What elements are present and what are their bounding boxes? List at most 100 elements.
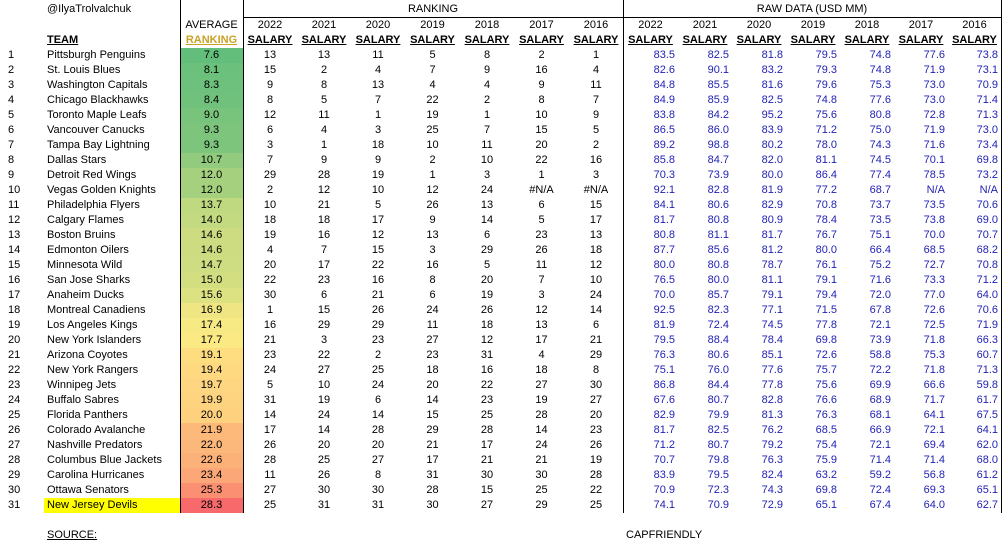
salary-value: 80.8	[707, 259, 729, 271]
row-number: 29	[8, 469, 21, 481]
salary-value: 71.3	[976, 364, 998, 376]
salary-value: 79.1	[815, 274, 837, 286]
salary-value: 84.7	[707, 154, 729, 166]
salary-value: 73.8	[923, 214, 945, 226]
ranking-value: 8	[538, 94, 545, 106]
year-header: 2017	[908, 19, 934, 31]
salary-header: SALARY	[410, 34, 455, 46]
ranking-value: 30	[371, 484, 385, 496]
ranking-value: 21	[371, 289, 385, 301]
salary-value: 70.7	[653, 454, 675, 466]
ranking-value: 26	[589, 439, 603, 451]
ranking-value: 23	[371, 334, 385, 346]
row-number: 27	[8, 439, 21, 451]
team-name: Montreal Canadiens	[47, 304, 146, 316]
salary-value: N/A	[979, 184, 998, 196]
average-ranking: 9.3	[180, 123, 243, 138]
ranking-value: 19	[263, 229, 277, 241]
ranking-value: 4	[538, 349, 545, 361]
average-ranking: 22.0	[180, 438, 243, 453]
ranking-value: 7	[429, 64, 436, 76]
salary-value: 56.8	[923, 469, 945, 481]
salary-value: 80.0	[653, 259, 675, 271]
ranking-value: 17	[317, 259, 331, 271]
team-name: Dallas Stars	[47, 154, 107, 166]
ranking-value: 14	[426, 394, 439, 406]
ranking-value: 18	[535, 364, 548, 376]
ranking-value: 25	[317, 454, 331, 466]
ranking-value: 4	[266, 244, 274, 256]
row-number: 30	[8, 484, 21, 496]
row-number: 21	[8, 349, 21, 361]
salary-value: 79.4	[815, 289, 837, 301]
average-ranking: 22.6	[180, 453, 243, 468]
salary-value: 76.3	[653, 349, 675, 361]
salary-value: 72.1	[869, 319, 891, 331]
average-ranking: 19.7	[180, 378, 243, 393]
salary-value: 81.2	[761, 244, 783, 256]
salary-value: 76.3	[815, 409, 837, 421]
salary-value: 82.4	[761, 469, 783, 481]
ranking-value: 22	[371, 259, 385, 271]
team-name: Anaheim Ducks	[47, 289, 125, 301]
salary-value: 81.1	[761, 274, 783, 286]
ranking-value: 6	[429, 289, 436, 301]
salary-value: 84.1	[653, 199, 675, 211]
ranking-value: 16	[589, 154, 603, 166]
salary-header: SALARY	[736, 34, 782, 46]
salary-value: 83.9	[653, 469, 675, 481]
salary-value: 79.5	[815, 49, 837, 61]
ranking-value: 4	[483, 79, 491, 91]
ranking-value: 11	[318, 109, 330, 121]
ranking-value: 28	[426, 484, 439, 496]
salary-value: 74.5	[761, 319, 783, 331]
average-ranking: 28.3	[180, 498, 243, 513]
ranking-value: 20	[535, 139, 548, 151]
salary-value: 65.1	[815, 499, 837, 511]
team-name: Carolina Hurricanes	[47, 469, 145, 481]
team-name: St. Louis Blues	[47, 64, 121, 76]
ranking-value: 29	[371, 319, 385, 331]
ranking-value: 10	[535, 109, 548, 121]
team-name: Tampa Bay Lightning	[47, 139, 150, 151]
salary-value: 77.6	[869, 94, 891, 106]
average-ranking: 12.0	[180, 183, 243, 198]
average-ranking: 17.4	[180, 318, 243, 333]
ranking-value: 6	[374, 394, 382, 406]
salary-value: 71.9	[923, 64, 945, 76]
salary-value: 80.6	[707, 349, 729, 361]
salary-value: 89.2	[653, 139, 675, 151]
salary-value: 77.8	[761, 379, 783, 391]
salary-value: 58.8	[869, 349, 891, 361]
ranking-value: 18	[480, 319, 494, 331]
ranking-value: 5	[429, 49, 436, 61]
ranking-value: 25	[589, 499, 603, 511]
ranking-value: 13	[589, 229, 603, 241]
salary-value: 85.5	[707, 79, 729, 91]
ranking-value: 7	[374, 94, 382, 106]
salary-value: 81.6	[761, 79, 783, 91]
ranking-value: 11	[481, 139, 493, 151]
salary-value: 92.1	[653, 184, 675, 196]
salary-value: 71.2	[815, 124, 837, 136]
ranking-value: 4	[320, 124, 328, 136]
salary-value: 76.7	[815, 229, 837, 241]
row-number: 31	[8, 499, 21, 511]
ranking-value: 16	[480, 364, 494, 376]
ranking-value: 15	[480, 484, 494, 496]
ranking-value: 21	[535, 454, 548, 466]
average-ranking: 8.3	[180, 78, 243, 93]
ranking-value: 26	[371, 304, 385, 316]
row-number: 5	[8, 109, 15, 121]
ranking-value: 14	[317, 424, 331, 436]
ranking-value: 19	[535, 394, 548, 406]
row-number: 15	[8, 259, 21, 271]
salary-value: 92.5	[653, 304, 675, 316]
ranking-value: 12	[589, 259, 603, 271]
ranking-value: 8	[483, 49, 491, 61]
team-name: Columbus Blue Jackets	[47, 454, 162, 466]
ranking-value: 5	[483, 259, 491, 271]
ranking-value: 9	[374, 154, 382, 166]
ranking-value: #N/A	[529, 184, 554, 196]
salary-value: 82.5	[707, 49, 729, 61]
